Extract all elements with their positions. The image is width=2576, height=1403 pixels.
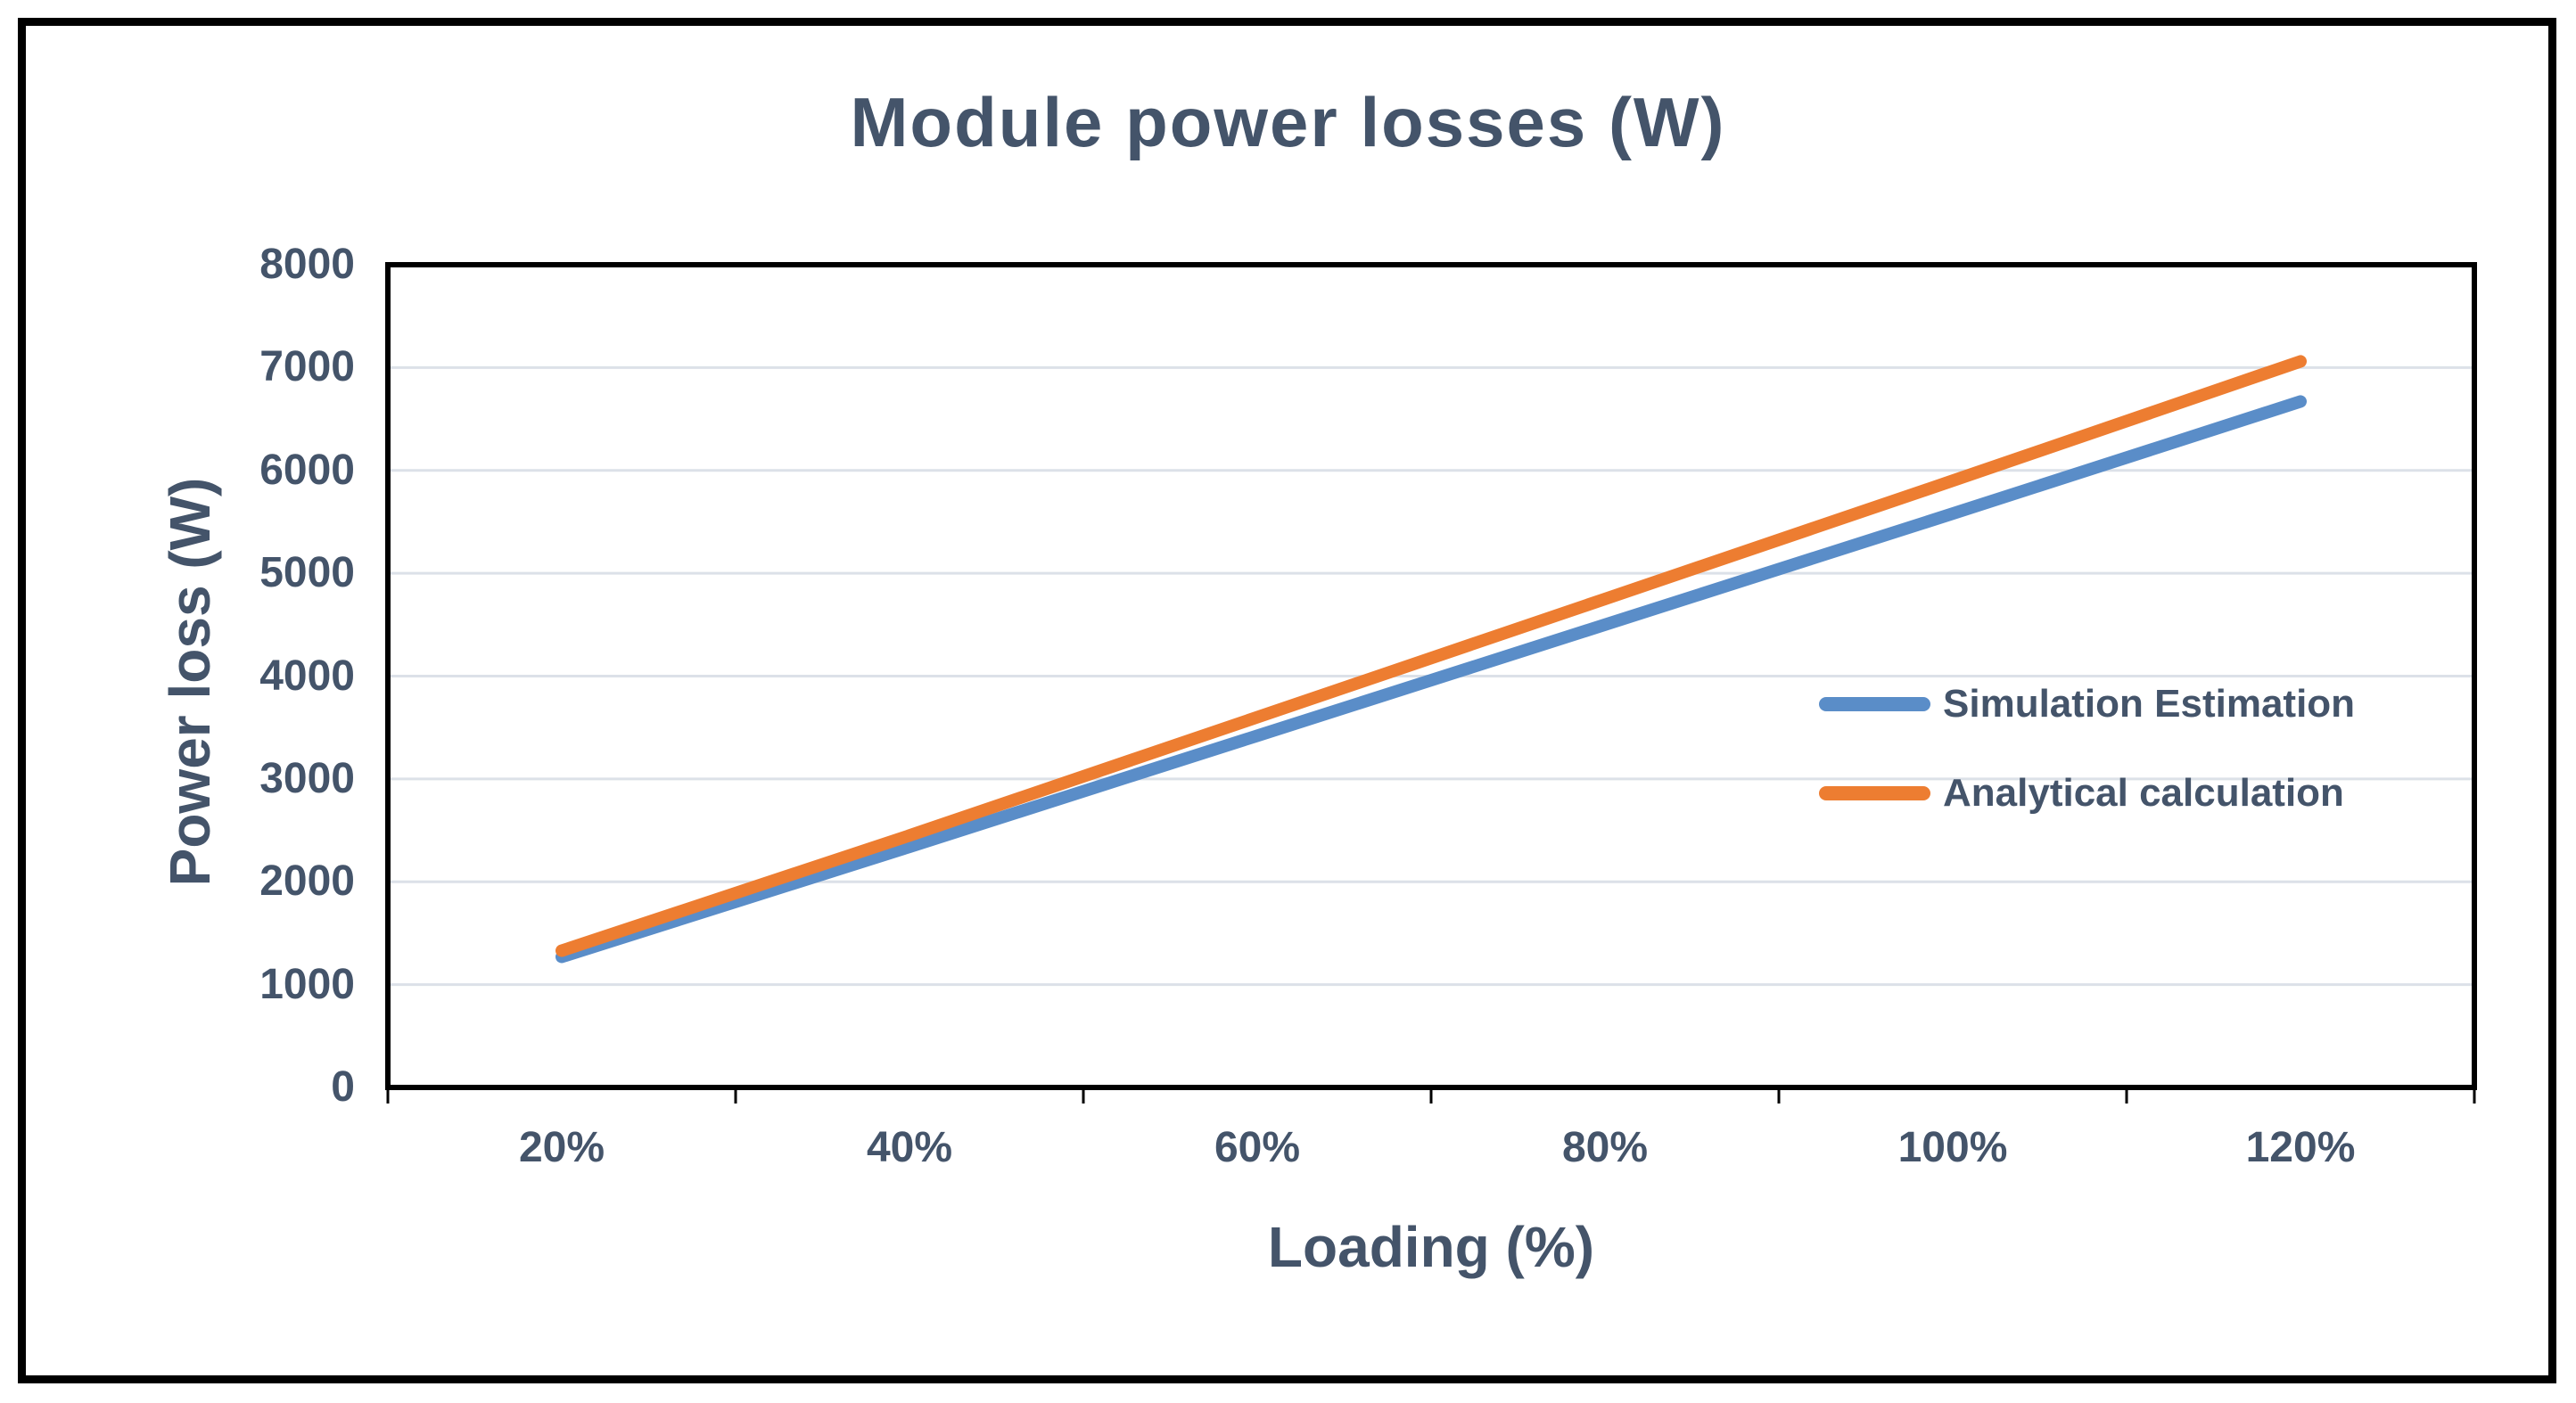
- series-line-simulation-estimation: [556, 395, 2307, 964]
- y-tick-label: 3000: [259, 754, 355, 802]
- y-tick-label: 5000: [259, 549, 355, 597]
- y-tick-label: 6000: [259, 446, 355, 494]
- legend-swatch-icon: [1819, 697, 1930, 711]
- legend-swatch-icon: [1819, 786, 1930, 800]
- y-tick-label: 8000: [259, 241, 355, 288]
- y-tick-label: 7000: [259, 343, 355, 391]
- legend-label: Simulation Estimation: [1943, 682, 2356, 726]
- chart-title: Module power losses (W): [850, 83, 1726, 161]
- y-tick-label: 4000: [259, 652, 355, 700]
- legend-item-simulation-estimation: Simulation Estimation: [1819, 677, 2355, 731]
- legend-item-analytical-calculation: Analytical calculation: [1819, 767, 2355, 820]
- plot-border: [385, 262, 2477, 1090]
- legend: Simulation Estimation Analytical calculat…: [1819, 677, 2355, 856]
- y-tick-label: 1000: [259, 960, 355, 1008]
- x-tick-label: 60%: [1214, 1124, 1301, 1171]
- y-tick-label: 0: [331, 1063, 355, 1111]
- plot-area: [385, 262, 2477, 1104]
- x-tick-label: 40%: [866, 1124, 953, 1171]
- x-tick-label: 20%: [518, 1124, 605, 1171]
- x-tick-label: 120%: [2245, 1124, 2356, 1171]
- y-tick-label: 2000: [259, 857, 355, 906]
- legend-label: Analytical calculation: [1943, 771, 2344, 815]
- x-axis-title: Loading (%): [1267, 1215, 1595, 1279]
- series-line-analytical-calculation: [556, 355, 2307, 957]
- x-tick-label: 80%: [1561, 1124, 1649, 1171]
- x-tick-label: 100%: [1897, 1124, 2008, 1171]
